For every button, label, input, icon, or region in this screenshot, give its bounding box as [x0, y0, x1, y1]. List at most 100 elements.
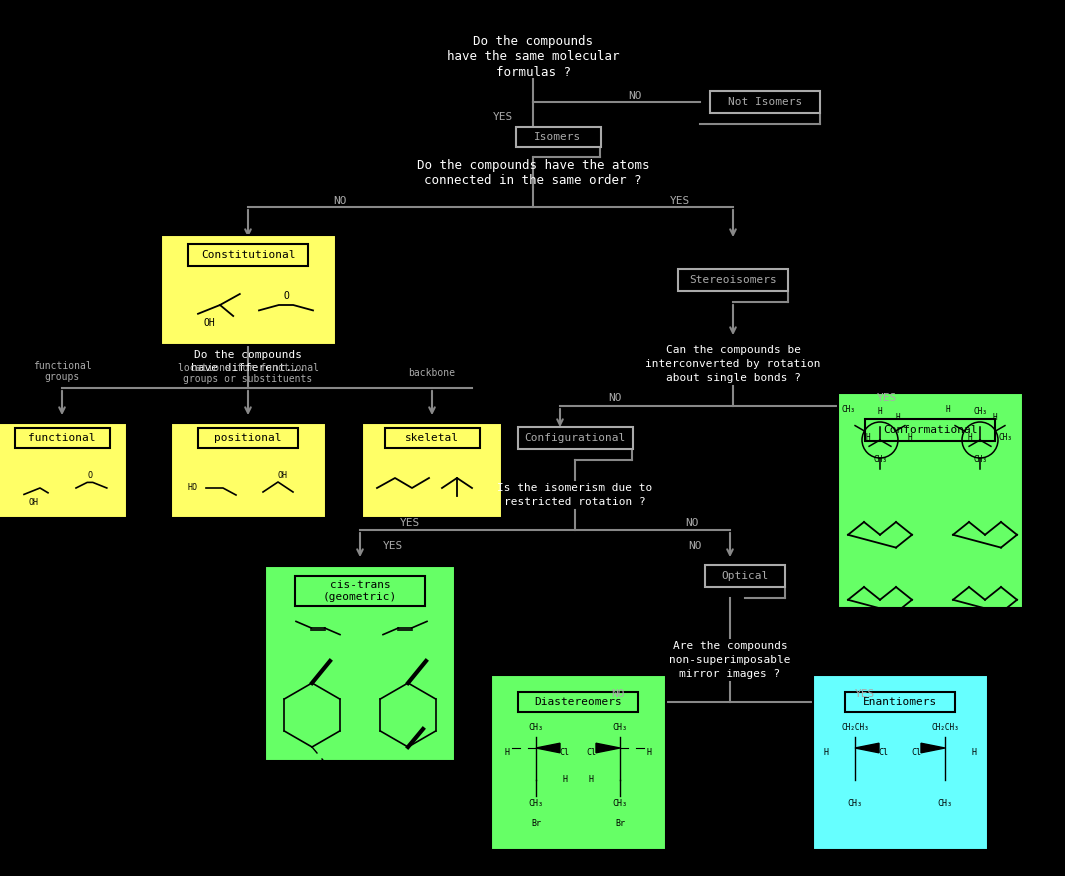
- Text: CH₂CH₃: CH₂CH₃: [931, 723, 958, 731]
- Text: Constitutional: Constitutional: [200, 250, 295, 260]
- Text: O: O: [283, 291, 289, 301]
- FancyBboxPatch shape: [362, 422, 502, 518]
- Text: H: H: [505, 748, 510, 757]
- Text: Br: Br: [615, 819, 625, 828]
- Text: CH₃: CH₃: [973, 407, 987, 416]
- Text: Enantiomers: Enantiomers: [863, 697, 937, 707]
- Text: Is the isomerism due to: Is the isomerism due to: [497, 483, 653, 493]
- Text: Not Isomers: Not Isomers: [727, 97, 802, 107]
- Text: YES: YES: [383, 541, 404, 551]
- FancyBboxPatch shape: [198, 428, 298, 448]
- Polygon shape: [855, 743, 879, 752]
- Text: Cl: Cl: [912, 748, 921, 757]
- FancyBboxPatch shape: [515, 127, 601, 147]
- Text: CH₃: CH₃: [528, 723, 543, 731]
- Text: Stereoisomers: Stereoisomers: [689, 275, 776, 285]
- FancyBboxPatch shape: [705, 565, 785, 587]
- FancyBboxPatch shape: [865, 419, 995, 441]
- Text: YES: YES: [876, 393, 897, 403]
- Text: skeletal: skeletal: [405, 433, 459, 443]
- Text: groups: groups: [45, 372, 80, 382]
- Text: Can the compounds be: Can the compounds be: [666, 345, 801, 355]
- FancyBboxPatch shape: [518, 427, 633, 449]
- Text: CH₂CH₃: CH₂CH₃: [841, 723, 869, 731]
- Text: Br: Br: [531, 819, 541, 828]
- FancyBboxPatch shape: [384, 428, 479, 448]
- Text: NO: NO: [688, 541, 702, 551]
- Text: have different...: have different...: [191, 363, 306, 373]
- Text: CH₃: CH₃: [873, 456, 887, 464]
- Text: Are the compounds: Are the compounds: [673, 641, 787, 651]
- Text: H: H: [646, 748, 652, 757]
- Text: H: H: [896, 413, 900, 422]
- Text: H: H: [946, 406, 950, 414]
- Text: HO: HO: [189, 484, 198, 492]
- Text: H: H: [866, 434, 870, 442]
- Text: locations for functional: locations for functional: [178, 363, 318, 373]
- Text: YES: YES: [670, 196, 690, 206]
- Text: CH₃: CH₃: [973, 456, 987, 464]
- Text: NO: NO: [608, 393, 622, 403]
- FancyBboxPatch shape: [845, 692, 955, 712]
- Text: groups or substituents: groups or substituents: [183, 374, 313, 384]
- Text: Do the compounds have the atoms: Do the compounds have the atoms: [416, 159, 650, 172]
- Text: CH₃: CH₃: [998, 434, 1012, 442]
- Text: functional: functional: [33, 361, 92, 371]
- Text: CH₃: CH₃: [841, 406, 855, 414]
- Text: have the same molecular: have the same molecular: [446, 51, 619, 63]
- Text: functional: functional: [29, 433, 96, 443]
- Text: H: H: [878, 407, 882, 416]
- Text: Conformational: Conformational: [883, 425, 978, 435]
- Text: positional: positional: [214, 433, 282, 443]
- Text: CH₃: CH₃: [528, 800, 543, 809]
- Text: cis-trans
(geometric): cis-trans (geometric): [323, 580, 397, 602]
- Text: YES: YES: [855, 689, 875, 699]
- Text: H: H: [562, 775, 568, 785]
- Text: Optical: Optical: [721, 571, 769, 581]
- FancyBboxPatch shape: [0, 422, 127, 518]
- Text: about single bonds ?: about single bonds ?: [666, 373, 801, 383]
- Text: NO: NO: [685, 518, 699, 528]
- Text: CH₃: CH₃: [848, 800, 863, 809]
- FancyBboxPatch shape: [491, 675, 666, 850]
- Polygon shape: [596, 743, 620, 752]
- Text: mirror images ?: mirror images ?: [679, 669, 781, 679]
- Text: connected in the same order ?: connected in the same order ?: [424, 173, 642, 187]
- FancyBboxPatch shape: [265, 566, 455, 760]
- Text: restricted rotation ?: restricted rotation ?: [504, 497, 645, 507]
- Text: OH: OH: [203, 318, 215, 328]
- Text: Do the compounds: Do the compounds: [473, 36, 593, 48]
- FancyBboxPatch shape: [710, 91, 820, 113]
- Text: interconverted by rotation: interconverted by rotation: [645, 359, 821, 369]
- Text: NO: NO: [333, 196, 347, 206]
- Text: H: H: [968, 434, 972, 442]
- Text: Cl: Cl: [560, 748, 570, 757]
- FancyBboxPatch shape: [189, 244, 308, 266]
- Polygon shape: [536, 743, 560, 752]
- Text: H: H: [823, 748, 829, 757]
- Text: Configurational: Configurational: [524, 433, 625, 443]
- Text: Do the compounds: Do the compounds: [194, 350, 302, 360]
- FancyBboxPatch shape: [170, 422, 326, 518]
- Text: Cl: Cl: [586, 748, 596, 757]
- Text: formulas ?: formulas ?: [495, 66, 571, 79]
- Text: Diastereomers: Diastereomers: [535, 697, 622, 707]
- Text: CH₃: CH₃: [612, 800, 627, 809]
- Text: NO: NO: [628, 91, 642, 101]
- Text: OH: OH: [29, 498, 38, 507]
- Text: H: H: [589, 775, 593, 785]
- Text: backbone: backbone: [409, 368, 456, 378]
- Text: non-superimposable: non-superimposable: [669, 655, 790, 665]
- FancyBboxPatch shape: [161, 235, 335, 345]
- FancyBboxPatch shape: [295, 576, 425, 606]
- Text: H: H: [907, 434, 913, 442]
- FancyBboxPatch shape: [813, 675, 987, 850]
- Text: YES: YES: [493, 112, 513, 122]
- FancyBboxPatch shape: [518, 692, 638, 712]
- FancyBboxPatch shape: [678, 269, 788, 291]
- Text: H: H: [971, 748, 977, 757]
- FancyBboxPatch shape: [837, 392, 1022, 607]
- Text: CH₃: CH₃: [612, 723, 627, 731]
- Text: O: O: [87, 471, 93, 480]
- Text: NO: NO: [611, 689, 625, 699]
